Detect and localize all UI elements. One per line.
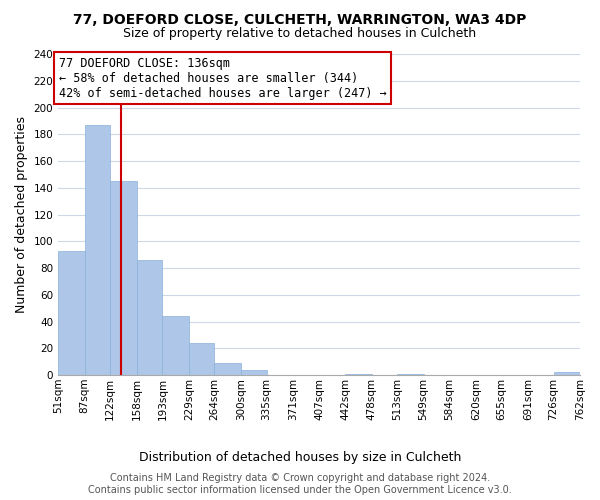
Bar <box>397 374 424 375</box>
Bar <box>214 363 241 375</box>
Bar <box>345 374 371 375</box>
Bar <box>58 250 85 375</box>
Bar <box>110 181 137 375</box>
Bar <box>85 125 110 375</box>
Text: 77, DOEFORD CLOSE, CULCHETH, WARRINGTON, WA3 4DP: 77, DOEFORD CLOSE, CULCHETH, WARRINGTON,… <box>73 12 527 26</box>
Text: Size of property relative to detached houses in Culcheth: Size of property relative to detached ho… <box>124 28 476 40</box>
Bar <box>554 372 580 375</box>
Bar <box>189 343 214 375</box>
Bar <box>241 370 266 375</box>
Text: Contains HM Land Registry data © Crown copyright and database right 2024.
Contai: Contains HM Land Registry data © Crown c… <box>88 474 512 495</box>
Text: Distribution of detached houses by size in Culcheth: Distribution of detached houses by size … <box>139 451 461 464</box>
Text: 77 DOEFORD CLOSE: 136sqm
← 58% of detached houses are smaller (344)
42% of semi-: 77 DOEFORD CLOSE: 136sqm ← 58% of detach… <box>59 56 386 100</box>
Bar <box>163 316 189 375</box>
Bar <box>137 260 163 375</box>
Y-axis label: Number of detached properties: Number of detached properties <box>15 116 28 313</box>
